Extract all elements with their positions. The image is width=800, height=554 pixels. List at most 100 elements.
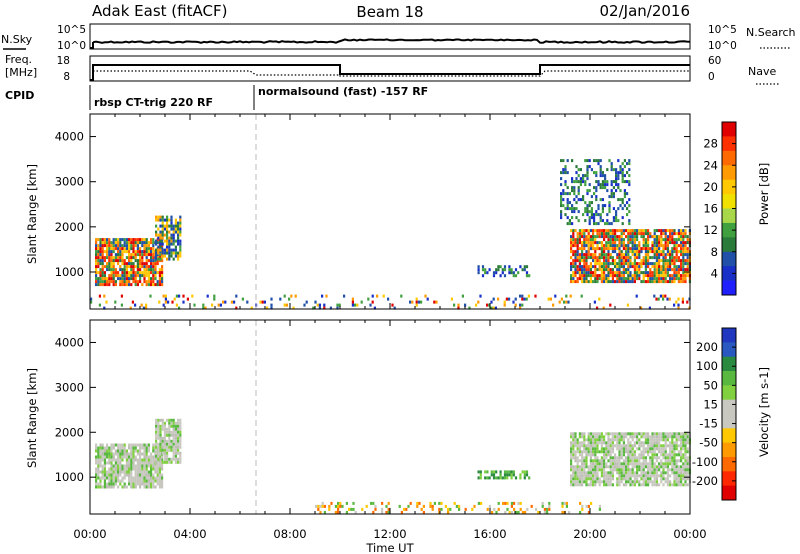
power-data-cell <box>139 280 142 284</box>
velocity-data-cell <box>585 459 588 463</box>
velocity-data-cell <box>155 457 158 461</box>
velocity-data-cell <box>682 435 685 439</box>
power-data-cell <box>596 244 599 248</box>
power-data-cell <box>627 229 630 233</box>
velocity-data-cell <box>154 467 157 471</box>
velocity-data-cell <box>168 433 171 437</box>
velocity-data-cell <box>607 435 610 439</box>
velocity-data-cell <box>548 504 551 508</box>
power-data-cell <box>611 244 614 248</box>
power-data-cell <box>569 294 572 298</box>
velocity-colorbar-swatch <box>722 342 736 358</box>
velocity-data-cell <box>653 483 656 487</box>
velocity-data-cell <box>158 482 161 486</box>
velocity-data-cell <box>585 465 588 469</box>
power-data-cell <box>615 189 618 193</box>
power-data-cell <box>596 232 599 236</box>
velocity-data-cell <box>655 444 658 448</box>
power-data-cell <box>617 219 620 223</box>
velocity-data-cell <box>649 465 652 469</box>
power-data-cell <box>666 250 669 254</box>
power-data-cell <box>596 277 599 281</box>
power-data-cell <box>574 274 577 278</box>
power-data-cell <box>574 262 577 266</box>
power-data-cell <box>159 257 162 261</box>
velocity-data-cell <box>161 445 164 449</box>
velocity-data-cell <box>680 447 683 451</box>
velocity-data-cell <box>686 459 689 463</box>
velocity-data-cell <box>675 459 678 463</box>
power-data-cell <box>576 232 579 236</box>
power-data-cell <box>633 265 636 269</box>
velocity-data-cell <box>161 460 164 464</box>
velocity-data-cell <box>603 474 606 478</box>
power-data-cell <box>125 250 128 254</box>
velocity-data-cell <box>158 464 161 468</box>
velocity-data-cell <box>110 461 113 465</box>
velocity-data-cell <box>572 483 575 487</box>
power-data-cell <box>633 271 636 275</box>
power-data-cell <box>610 195 613 199</box>
velocity-data-cell <box>141 473 144 477</box>
power-data-cell <box>585 265 588 269</box>
velocity-data-cell <box>587 474 590 478</box>
power-data-cell <box>158 274 161 278</box>
velocity-data-cell <box>172 448 175 452</box>
power-data-cell <box>110 274 113 278</box>
power-data-cell <box>633 259 636 263</box>
power-data-cell <box>571 159 574 163</box>
power-data-cell <box>578 268 581 272</box>
velocity-data-cell <box>95 470 98 474</box>
power-data-cell <box>627 274 630 278</box>
velocity-data-cell <box>141 446 144 450</box>
power-data-cell <box>114 271 117 275</box>
velocity-data-cell <box>497 507 500 511</box>
power-colorbar-tick-label: 28 <box>703 137 718 151</box>
velocity-data-cell <box>143 470 146 474</box>
power-data-cell <box>119 250 122 254</box>
velocity-data-cell <box>662 483 665 487</box>
velocity-data-cell <box>574 450 577 454</box>
power-data-cell <box>653 271 656 275</box>
power-data-cell <box>519 265 522 269</box>
power-data-cell <box>629 232 632 236</box>
velocity-data-cell <box>177 442 180 446</box>
velocity-data-cell <box>159 424 162 428</box>
velocity-data-cell <box>179 421 182 425</box>
velocity-data-cell <box>636 432 639 436</box>
power-data-cell <box>112 283 115 287</box>
power-data-cell <box>662 247 665 251</box>
velocity-data-cell <box>154 479 157 483</box>
power-data-cell <box>631 229 634 233</box>
power-data-cell <box>677 265 680 269</box>
velocity-data-cell <box>669 444 672 448</box>
power-data-cell <box>572 229 575 233</box>
power-data-cell <box>157 236 160 240</box>
power-data-cell <box>595 159 598 163</box>
velocity-data-cell <box>598 483 601 487</box>
power-data-cell <box>599 168 602 172</box>
velocity-data-cell <box>114 467 117 471</box>
velocity-data-cell <box>99 464 102 468</box>
power-data-cell <box>130 259 133 263</box>
velocity-data-cell <box>323 504 326 508</box>
power-data-cell <box>168 236 171 240</box>
power-data-cell <box>159 215 162 219</box>
power-data-cell <box>642 244 645 248</box>
velocity-data-cell <box>677 480 680 484</box>
power-data-cell <box>211 303 214 307</box>
power-y-axis-label: Slant Range [km] <box>25 164 39 264</box>
velocity-data-cell <box>649 477 652 481</box>
power-data-cell <box>110 262 113 266</box>
velocity-data-cell <box>629 441 632 445</box>
power-data-cell <box>568 201 571 205</box>
power-data-cell <box>626 303 629 307</box>
power-data-cell <box>592 271 595 275</box>
velocity-data-cell <box>603 477 606 481</box>
velocity-data-cell <box>163 421 166 425</box>
velocity-data-cell <box>603 480 606 484</box>
power-data-cell <box>514 268 518 272</box>
power-data-cell <box>558 300 561 304</box>
velocity-data-cell <box>521 510 524 514</box>
power-data-cell <box>166 239 169 243</box>
